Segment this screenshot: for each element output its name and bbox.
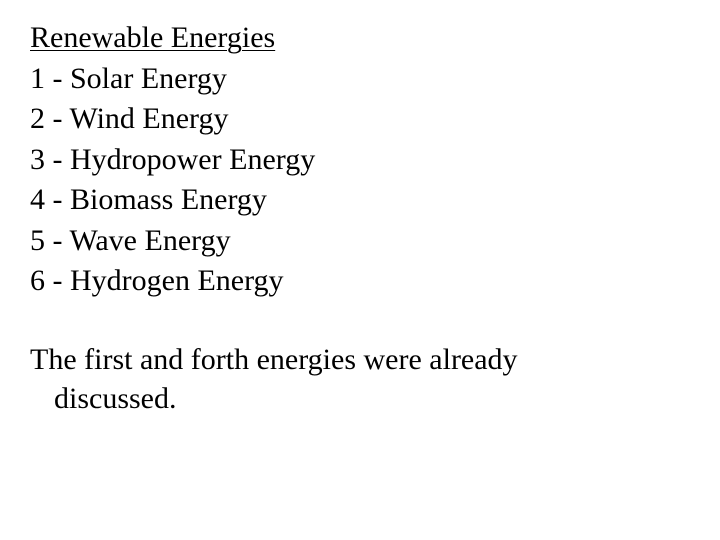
list-item: 4 - Biomass Energy [30, 180, 690, 221]
note-line: The first and forth energies were alread… [30, 340, 690, 379]
list-item: 5 - Wave Energy [30, 221, 690, 262]
list-item: 6 - Hydrogen Energy [30, 261, 690, 302]
note-line: discussed. [30, 379, 690, 418]
list-item: 3 - Hydropower Energy [30, 140, 690, 181]
note-paragraph: The first and forth energies were alread… [30, 340, 690, 418]
list-item: 1 - Solar Energy [30, 59, 690, 100]
page-title: Renewable Energies [30, 18, 690, 59]
list-item: 2 - Wind Energy [30, 99, 690, 140]
